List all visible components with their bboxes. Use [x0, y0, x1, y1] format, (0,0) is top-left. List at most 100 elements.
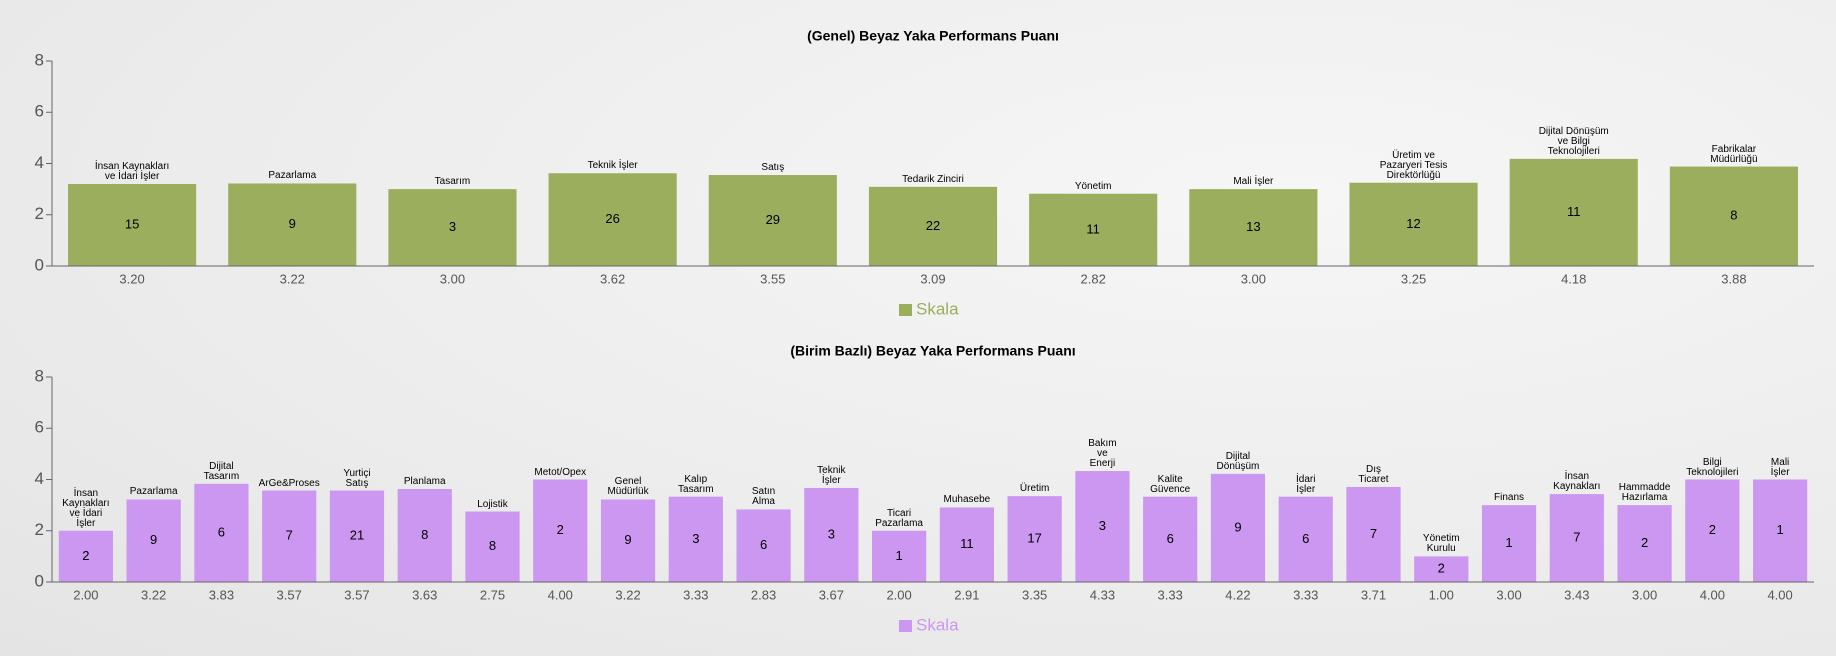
value-label: 3.83	[209, 587, 234, 602]
bar	[58, 530, 113, 582]
bar-count: 8	[1730, 208, 1737, 223]
bar	[533, 479, 588, 582]
category-label: Lojistik	[477, 498, 508, 510]
value-label: 2.82	[1081, 271, 1106, 286]
category-label-box: Üretim ve Pazaryeri Tesis Direktörlüğü	[1380, 150, 1448, 180]
bar	[1278, 496, 1333, 582]
bar-count: 6	[218, 524, 225, 539]
category-label-box: Metot/Opex	[534, 467, 586, 477]
bar	[1509, 158, 1638, 266]
category-label-box: İnsan Kaynakları	[1553, 471, 1601, 493]
y-tick-label: 6	[35, 418, 44, 437]
category-label-box: Planlama	[403, 475, 446, 487]
category-label-box: Lojistik	[477, 498, 508, 510]
value-label: 2.91	[954, 587, 979, 602]
category-label: Satış	[761, 162, 785, 174]
category-label: Yönetim	[1074, 180, 1112, 192]
value-label: 3.00	[1241, 271, 1266, 286]
bar	[1210, 473, 1266, 582]
value-label: 3.35	[1022, 587, 1047, 602]
value-label: 4.33	[1090, 587, 1115, 602]
category-label-box: İdari İşler	[1296, 474, 1315, 494]
value-label: 3.00	[1496, 587, 1521, 602]
category-label: İnsan Kaynakları ve İdari İşler	[94, 161, 170, 182]
category-label: Tedarik Zinciri	[902, 173, 964, 185]
category-label-box: Dijital Tasarım	[204, 461, 240, 481]
bar	[736, 509, 791, 582]
category-label-box: Teknik İşler	[817, 465, 845, 485]
bar	[1029, 193, 1158, 266]
category-label: Bilgi Teknolojileri	[1686, 456, 1739, 478]
y-tick-label: 4	[35, 153, 44, 172]
category-label-box: Dijital Dönüşüm ve Bilgi Teknolojileri	[1539, 126, 1609, 156]
y-tick-label: 8	[35, 50, 44, 69]
category-label-box: Ticari Pazarlama	[875, 508, 923, 528]
value-label: 3.25	[1401, 271, 1426, 286]
bar	[872, 530, 927, 582]
category-label-box: İnsan Kaynakları ve İdari İşler	[94, 161, 170, 182]
bar-count: 15	[125, 216, 139, 231]
value-label: 3.33	[1293, 587, 1318, 602]
bar	[1669, 166, 1798, 266]
bar-count: 3	[449, 219, 456, 234]
bar-count: 9	[1234, 519, 1241, 534]
bar-count: 3	[692, 531, 699, 546]
category-label-box: Satın Alma	[751, 486, 776, 508]
category-label: Finans	[1494, 492, 1525, 504]
bar-count: 6	[1302, 531, 1309, 546]
category-label-box: Kalite Güvence	[1150, 473, 1191, 495]
bar	[1685, 479, 1740, 582]
category-label-box: Bakım ve Enerji	[1088, 439, 1116, 469]
category-label: Satın Alma	[751, 486, 776, 508]
category-label-box: Mali İşler	[1771, 457, 1790, 477]
bar	[668, 496, 723, 582]
legend-label: Skala	[916, 299, 959, 318]
bar-count: 29	[766, 212, 780, 227]
bar	[68, 184, 197, 266]
category-label: Kalite Güvence	[1150, 473, 1191, 495]
category-label: Mali İşler	[1233, 176, 1274, 188]
bar-count: 11	[1086, 221, 1100, 236]
bar	[329, 490, 385, 582]
value-label: 3.00	[1632, 587, 1657, 602]
category-label-box: Finans	[1494, 492, 1525, 504]
category-label: Planlama	[403, 475, 446, 487]
bar	[194, 483, 249, 582]
bar	[1549, 494, 1604, 582]
y-tick-label: 8	[35, 366, 44, 385]
bar-count: 21	[350, 528, 364, 543]
value-label: 3.33	[683, 587, 708, 602]
value-label: 2.75	[480, 587, 505, 602]
value-label: 3.88	[1721, 271, 1746, 286]
value-label: 4.00	[1700, 587, 1725, 602]
bar	[939, 507, 994, 582]
bar-count: 9	[150, 532, 157, 547]
value-label: 3.57	[344, 587, 369, 602]
bar-count: 13	[1246, 219, 1260, 234]
bar-count: 2	[1438, 561, 1445, 576]
category-label: Dijital Dönüşüm	[1216, 450, 1260, 472]
bar-count: 1	[1776, 522, 1783, 537]
bar-count: 1	[1505, 535, 1512, 550]
category-label-box: Yurtiçi Satış	[343, 468, 370, 488]
chart-title: (Genel) Beyaz Yaka Performans Puanı	[807, 28, 1059, 44]
category-label-box: Muhasebe	[944, 495, 991, 505]
bar-count: 11	[960, 536, 974, 551]
category-label-box: Teknik İşler	[588, 161, 638, 171]
category-label: Fabrikalar Müdürlüğü	[1710, 143, 1758, 165]
bar	[548, 173, 677, 266]
bar	[465, 511, 520, 582]
value-label: 3.09	[920, 271, 945, 286]
value-label: 4.00	[1767, 587, 1792, 602]
category-label-box: Tasarım	[435, 177, 471, 187]
bar-count: 6	[760, 537, 767, 552]
value-label: 3.67	[819, 587, 844, 602]
value-label: 4.22	[1225, 587, 1250, 602]
bar-count: 1	[895, 548, 902, 563]
bar	[1075, 471, 1130, 582]
category-label: İnsan Kaynakları	[1553, 471, 1601, 493]
value-label: 3.00	[440, 271, 465, 286]
bar	[388, 189, 517, 266]
bar	[1007, 496, 1062, 582]
y-tick-label: 2	[35, 204, 44, 223]
